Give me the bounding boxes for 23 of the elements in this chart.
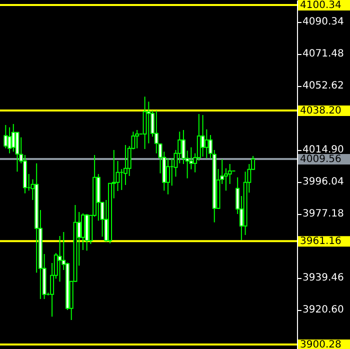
ref-line-label: 4100.34: [300, 0, 342, 12]
y-tick-label: 3996.04: [302, 176, 344, 188]
ref-line-label: 4009.56: [300, 154, 342, 166]
candlestick: [146, 101, 151, 144]
candlestick: [154, 110, 158, 154]
y-tick-label: 3920.60: [302, 304, 344, 316]
candlestick: [135, 129, 140, 149]
y-tick-label: 3977.18: [302, 208, 344, 220]
y-tick-label: 4071.48: [302, 48, 344, 60]
ref-line-label: 3900.28: [300, 339, 342, 349]
candlestick: [58, 235, 62, 282]
candlestick: [200, 114, 205, 158]
y-tick-label: 4052.62: [302, 80, 344, 92]
y-tick-label: 3939.46: [302, 272, 344, 284]
candlestick: [166, 158, 170, 195]
y-tick-label: 4014.90: [302, 144, 344, 156]
ref-line-label: 3961.16: [300, 236, 342, 248]
candlestick: [142, 96, 147, 150]
candlestick: [8, 126, 12, 154]
candlestick: [204, 128, 209, 159]
y-tick-label: 4090.34: [302, 16, 344, 28]
candlestick: [11, 123, 16, 152]
ref-line-label: 4038.20: [300, 105, 342, 116]
